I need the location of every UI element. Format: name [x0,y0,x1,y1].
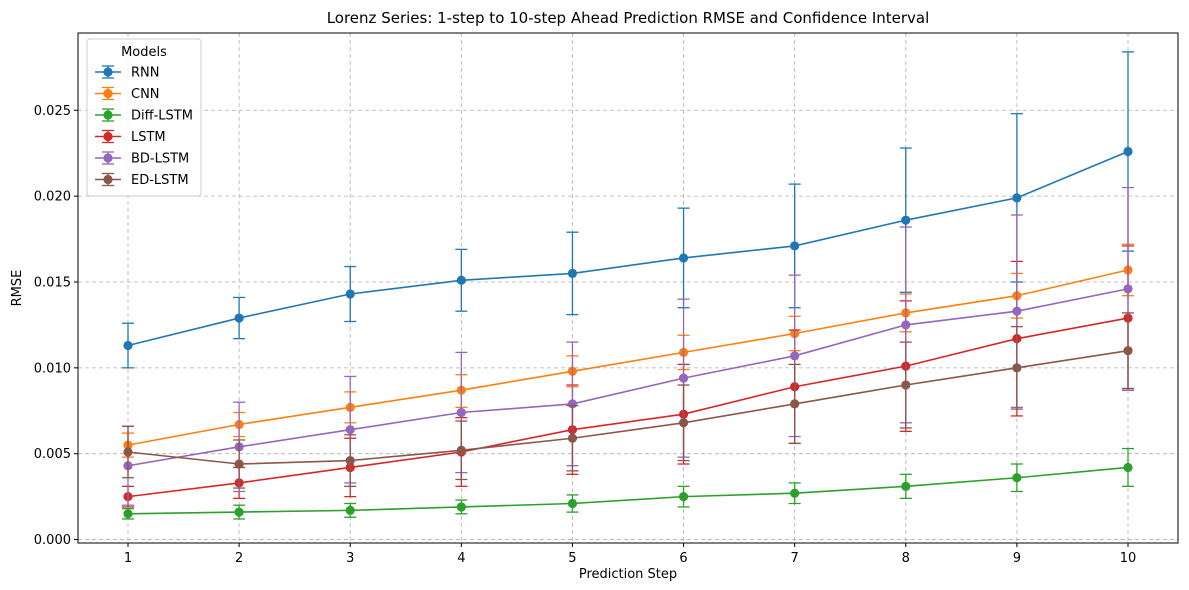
x-tick-label: 6 [679,551,687,566]
series-line [127,349,1129,465]
data-point [234,507,244,517]
legend-box [86,38,202,197]
legend-item-lstm: LSTM [95,129,166,145]
series-layer [122,51,1134,520]
data-point [567,268,578,279]
legend-label: Diff-LSTM [131,109,193,124]
legend-marker [103,88,113,99]
data-point [1012,363,1022,373]
legend-label: ED-LSTM [131,173,189,188]
chart-title: Lorenz Series: 1-step to 10-step Ahead P… [327,9,930,27]
data-point [345,455,355,466]
data-point [567,498,578,509]
x-tick-label: 7 [791,551,799,566]
series-rnn [122,51,1134,369]
legend-item-bd-lstm: BD-LSTM [95,151,189,167]
series-bd-lstm [122,186,1134,506]
legend-label: CNN [131,87,160,102]
legend-marker [103,174,113,185]
data-point [345,425,355,435]
axes: 1 2 3 4 5 6 7 8 9 10 0.000 0.005 0.010 0.015 0.020 0.02… [34,104,1136,566]
data-point [1123,346,1133,356]
x-tick-label: 1 [124,551,132,566]
grid [78,33,1178,543]
x-tick-label: 5 [568,551,576,566]
legend-title: Models [121,45,167,60]
data-point [901,320,911,330]
y-tick-label: 0.000 [34,533,71,548]
legend-label: RNN [131,66,159,81]
data-point [1012,193,1022,203]
data-point [678,253,689,263]
data-point [901,380,911,390]
legend-item-diff-lstm: Diff-LSTM [95,108,193,124]
y-tick-label: 0.025 [34,104,71,119]
data-point [1012,473,1022,483]
data-point [1123,146,1133,157]
y-axis-label: RMSE [10,270,25,307]
data-point [456,502,466,512]
data-point [678,373,689,383]
legend-label: BD-LSTM [131,152,189,167]
series-line [127,269,1129,446]
series-line [127,466,1129,515]
legend-items: RNN CNN Diff-LSTM LSTM BD-LSTM ED-LSTM [95,65,193,188]
legend-marker [103,153,113,163]
legend-marker [103,131,113,142]
data-point [345,505,355,515]
data-point [456,445,466,455]
data-point [234,313,244,323]
y-tick-label: 0.005 [34,447,71,462]
data-point [1123,462,1133,473]
data-point [678,418,689,428]
data-point [123,340,133,351]
data-point [456,275,466,285]
series-ed-lstm [122,312,1134,489]
series-lstm [122,245,1134,508]
series-line [127,317,1129,498]
legend-marker [103,67,113,77]
x-tick-label: 4 [457,551,465,566]
y-tick-label: 0.020 [34,190,71,205]
data-point [678,492,689,502]
legend: Models RNN CNN Diff-LSTM LSTM BD-LSTM ED-LSTM [86,38,202,197]
data-point [456,407,466,418]
data-point [790,399,800,409]
data-point [567,433,578,443]
data-point [790,488,800,498]
legend-item-cnn: CNN [95,86,160,102]
data-point [1123,284,1133,294]
legend-marker [103,110,113,120]
legend-item-rnn: RNN [95,65,159,81]
y-tick-label: 0.015 [34,275,71,290]
x-axis-label: Prediction Step [579,567,677,582]
series-line [127,288,1129,467]
data-point [345,289,355,299]
data-point [234,459,244,469]
data-point [790,241,800,251]
data-point [1012,306,1022,316]
series-line [127,150,1129,347]
data-point [901,215,911,225]
legend-item-ed-lstm: ED-LSTM [95,172,189,188]
data-point [123,509,133,519]
series-cnn [122,243,1134,458]
x-tick-label: 10 [1120,551,1137,566]
series-diff-lstm [122,447,1134,520]
x-tick-label: 2 [235,551,243,566]
data-point [901,481,911,491]
legend-label: LSTM [131,130,166,145]
x-tick-label: 8 [902,551,910,566]
data-point [123,447,133,457]
x-tick-label: 9 [1013,551,1021,566]
y-tick-label: 0.010 [34,361,71,376]
x-tick-label: 3 [346,551,354,566]
plot-frame [77,32,1179,544]
data-point [790,351,800,361]
